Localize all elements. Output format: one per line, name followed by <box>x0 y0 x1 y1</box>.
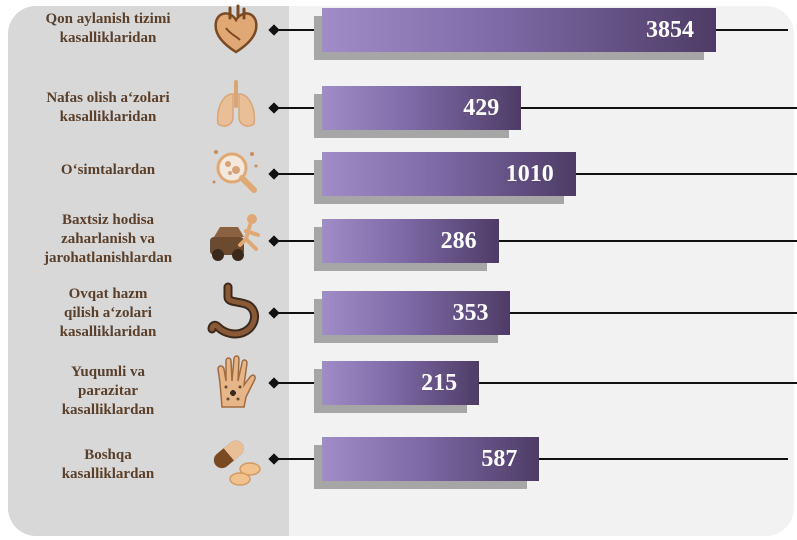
category-label: O‘simtalardan <box>60 161 156 178</box>
car-accident-icon <box>206 209 266 269</box>
bar: 215 <box>322 361 480 405</box>
lungs-icon <box>206 76 266 136</box>
bar-value-label: 353 <box>452 299 489 326</box>
bar: 429 <box>322 86 522 130</box>
microscope-icon <box>206 142 266 202</box>
bar: 587 <box>322 437 540 481</box>
leader-line <box>274 107 797 109</box>
hand-icon <box>206 353 266 413</box>
bar: 1010 <box>322 152 576 196</box>
pills-icon <box>206 429 266 489</box>
stomach-icon <box>206 281 266 341</box>
leader-line <box>274 382 797 384</box>
leader-line <box>274 240 797 242</box>
bar: 286 <box>322 219 499 263</box>
bar-value-label: 587 <box>481 445 518 472</box>
heart-icon <box>206 0 266 60</box>
bar: 3854 <box>322 8 716 52</box>
category-label: Ovqat hazm qilish a‘zolari kasalliklarid… <box>59 285 157 340</box>
bar-value-label: 1010 <box>505 160 554 187</box>
leader-line <box>274 312 797 314</box>
bar-value-label: 3854 <box>646 16 694 43</box>
category-label: Nafas olish a‘zolari kasalliklaridan <box>46 90 170 125</box>
category-label: Boshqa kasalliklardan <box>61 447 155 482</box>
category-label: Qon aylanish tizimi kasalliklaridan <box>45 11 171 46</box>
bar-value-label: 215 <box>421 369 458 396</box>
bar-value-label: 429 <box>463 94 500 121</box>
category-label: Yuqumli va parazitar kasalliklardan <box>61 363 155 418</box>
bar-value-label: 286 <box>440 227 477 254</box>
category-label: Baxtsiz hodisa zaharlanish va jarohatlan… <box>43 211 173 266</box>
bar: 353 <box>322 291 511 335</box>
